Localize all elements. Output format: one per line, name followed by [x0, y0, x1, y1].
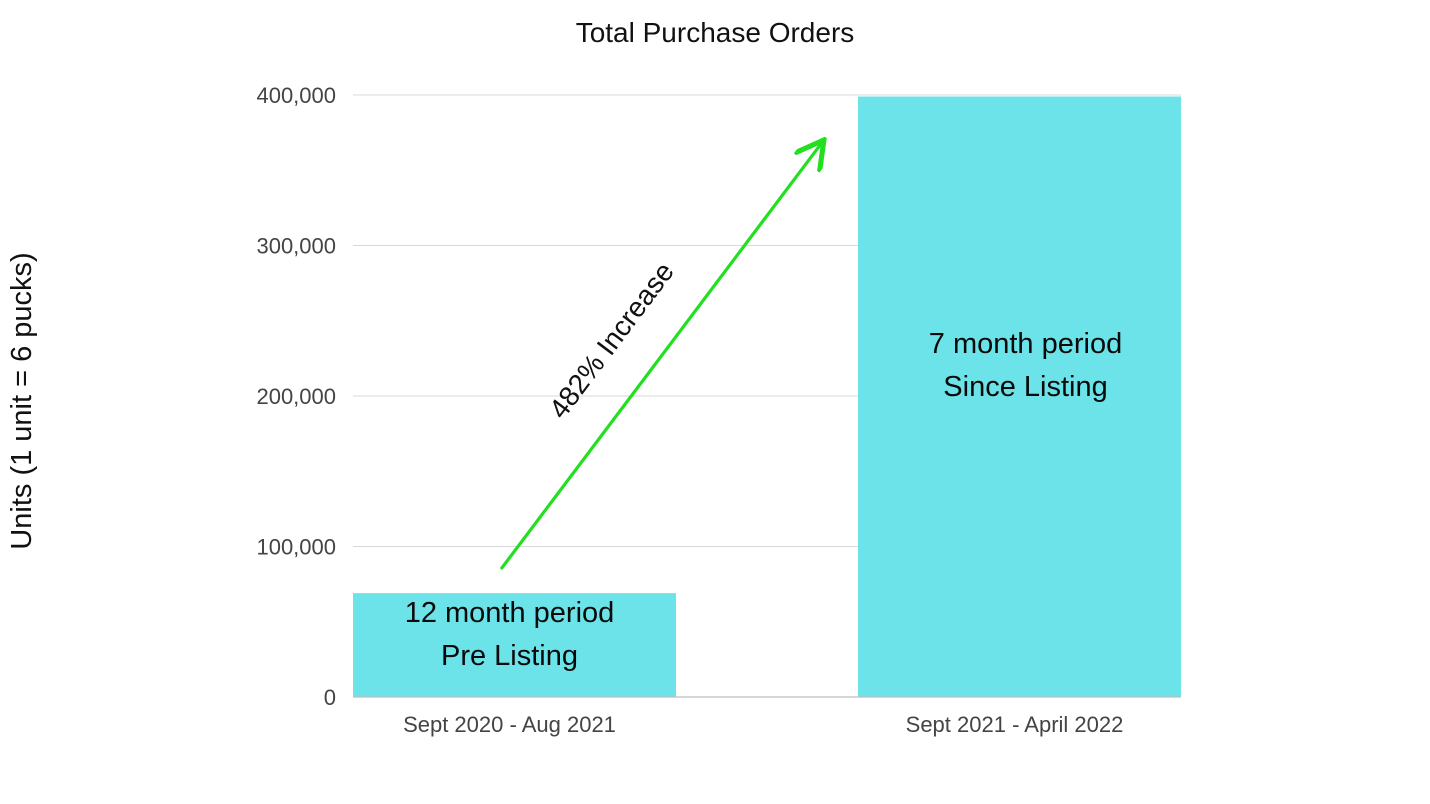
y-axis-ticks: 0 100,000 200,000 300,000 400,000 — [256, 83, 336, 710]
bar-label-line: 12 month period — [405, 597, 615, 629]
bar-label-line: Pre Listing — [441, 640, 578, 672]
x-category-label: Sept 2020 - Aug 2021 — [403, 712, 616, 737]
x-axis-ticks: Sept 2020 - Aug 2021 Sept 2021 - April 20… — [403, 712, 1123, 737]
bar-label-line: Since Listing — [943, 371, 1107, 403]
increase-arrow — [499, 143, 822, 571]
y-tick-label: 200,000 — [256, 384, 336, 409]
bar — [353, 593, 676, 697]
y-tick-label: 100,000 — [256, 535, 336, 560]
bar-labels: 12 month period Pre Listing 7 month period… — [405, 328, 1123, 672]
y-axis-label: Units (1 unit = 6 pucks) — [6, 252, 38, 549]
bar-label-line: 7 month period — [929, 328, 1122, 360]
chart-title: Total Purchase Orders — [576, 17, 855, 48]
x-category-label: Sept 2021 - April 2022 — [906, 712, 1124, 737]
increase-annotation: 482% Increase — [499, 143, 822, 571]
y-tick-label: 0 — [324, 685, 336, 710]
bars — [353, 96, 1181, 697]
y-tick-label: 300,000 — [256, 234, 336, 259]
increase-label: 482% Increase — [543, 256, 680, 424]
y-tick-label: 400,000 — [256, 83, 336, 108]
bar — [858, 96, 1181, 697]
